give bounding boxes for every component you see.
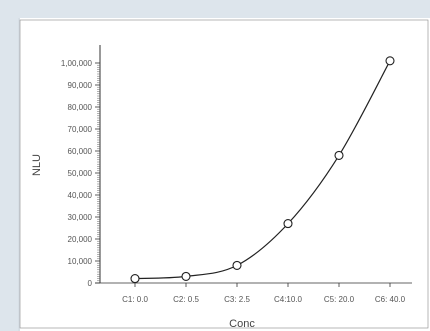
series-line <box>135 61 390 279</box>
y-ticks: 0 10,000 20,000 30,000 40,000 50,000 60,000 70,… <box>61 59 100 288</box>
data-point <box>284 220 292 228</box>
x-tick-label: C6: 40.0 <box>375 295 406 304</box>
y-tick-label: 60,000 <box>68 147 93 156</box>
data-point <box>386 57 394 65</box>
y-tick-label: 80,000 <box>68 103 93 112</box>
y-tick-label: 1,00,000 <box>61 59 93 68</box>
x-tick-label: C3: 2.5 <box>224 295 250 304</box>
data-point <box>182 272 190 280</box>
y-axis-title: NLU <box>31 154 43 176</box>
x-ticks: C1: 0.0 C2: 0.5 C3: 2.5 C4:10.0 C5: 20.0 C6: … <box>122 283 406 304</box>
y-tick-label: 50,000 <box>68 169 93 178</box>
y-tick-label: 30,000 <box>68 213 93 222</box>
x-tick-label: C5: 20.0 <box>324 295 355 304</box>
x-tick-label: C4:10.0 <box>274 295 303 304</box>
data-point <box>131 275 139 283</box>
y-tick-label: 0 <box>88 279 93 288</box>
data-point <box>233 261 241 269</box>
x-tick-label: C2: 0.5 <box>173 295 199 304</box>
y-tick-label: 70,000 <box>68 125 93 134</box>
x-tick-label: C1: 0.0 <box>122 295 148 304</box>
y-tick-label: 20,000 <box>68 235 93 244</box>
y-tick-label: 10,000 <box>68 257 93 266</box>
y-tick-label: 40,000 <box>68 191 93 200</box>
y-tick-label: 90,000 <box>68 81 93 90</box>
x-axis-title: Conc <box>229 318 255 330</box>
data-point <box>335 151 343 159</box>
